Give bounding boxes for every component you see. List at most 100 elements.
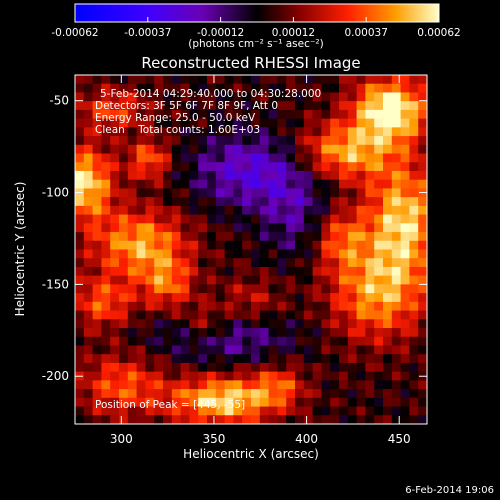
heatmap-cell: [171, 389, 182, 399]
heatmap-cell: [127, 319, 138, 329]
heatmap-cell: [189, 266, 199, 277]
heatmap-cell: [189, 83, 199, 94]
heatmap-cell: [154, 109, 164, 120]
heatmap-cell: [277, 293, 287, 303]
heatmap-cell: [391, 118, 402, 128]
heatmap-cell: [198, 214, 208, 224]
heatmap-cell: [233, 397, 243, 408]
heatmap-cell: [286, 266, 296, 277]
heatmap-cell: [339, 162, 349, 172]
heatmap-cell: [312, 380, 322, 390]
heatmap-cell: [224, 406, 234, 416]
heatmap-cell: [303, 336, 314, 347]
heatmap-cell: [207, 144, 217, 155]
heatmap-cell: [75, 240, 85, 251]
heatmap-cell: [224, 275, 234, 285]
heatmap-cell: [383, 153, 393, 163]
heatmap-cell: [145, 75, 155, 85]
heatmap-cell: [303, 197, 314, 207]
heatmap-cell: [189, 249, 199, 259]
heatmap-cell: [427, 136, 436, 145]
heatmap-cell: [312, 118, 322, 128]
heatmap-cell: [383, 336, 393, 347]
heatmap-cell: [119, 162, 129, 172]
heatmap-cell: [251, 415, 261, 424]
heatmap-cell: [154, 118, 164, 128]
heatmap-cell: [268, 162, 278, 172]
heatmap-cell: [321, 170, 331, 181]
heatmap-cell: [286, 354, 296, 364]
heatmap-cell: [321, 188, 331, 198]
heatmap-cell: [330, 284, 340, 294]
heatmap-cell: [356, 188, 366, 198]
heatmap-cell: [119, 319, 129, 329]
heatmap-cell: [215, 415, 226, 424]
heatmap-cell: [163, 424, 172, 433]
heatmap-cell: [295, 127, 305, 137]
heatmap-cell: [92, 275, 102, 285]
heatmap-cell: [198, 406, 208, 416]
heatmap-cell: [365, 406, 375, 416]
heatmap-cell: [163, 205, 173, 216]
heatmap-cell: [347, 328, 358, 338]
heatmap-cell: [347, 240, 358, 251]
heatmap-cell: [242, 345, 252, 355]
heatmap-cell: [251, 144, 261, 155]
heatmap-cell: [242, 336, 252, 347]
heatmap-cell: [127, 354, 138, 364]
heatmap-cell: [242, 310, 252, 320]
heatmap-cell: [180, 136, 190, 146]
heatmap-cell: [409, 75, 419, 85]
heatmap-cell: [163, 380, 173, 390]
heatmap-cell: [189, 223, 199, 233]
colorbar-tick-label: -0.00037: [124, 27, 171, 39]
heatmap-cell: [110, 301, 120, 312]
heatmap-cell: [374, 118, 384, 128]
heatmap-cell: [418, 336, 427, 347]
heatmap-cell: [259, 319, 270, 329]
heatmap-cell: [154, 397, 164, 408]
heatmap-cell: [286, 362, 296, 373]
heatmap-cell: [259, 188, 270, 198]
heatmap-cell: [303, 92, 314, 102]
heatmap-cell: [136, 83, 146, 94]
heatmap-cell: [198, 258, 208, 268]
plot-frame: [74, 74, 428, 425]
heatmap-cell: [189, 301, 199, 312]
heatmap-cell: [427, 145, 436, 154]
heatmap-cell: [163, 75, 173, 85]
heatmap-cell: [251, 109, 261, 120]
heatmap-cell: [365, 275, 375, 285]
heatmap-cell: [137, 424, 146, 433]
heatmap-cell: [365, 328, 375, 338]
heatmap-cell: [171, 205, 182, 216]
heatmap-cell: [330, 223, 340, 233]
heatmap-cell: [136, 197, 146, 207]
heatmap-cell: [83, 389, 94, 399]
heatmap-cell: [259, 232, 270, 242]
heatmap-cell: [110, 75, 120, 85]
heatmap-cell: [242, 232, 252, 242]
heatmap-cell: [145, 205, 155, 216]
heatmap-cell: [83, 397, 94, 408]
heatmap-cell: [268, 275, 278, 285]
heatmap-cell: [259, 336, 270, 347]
heatmap-cell: [391, 336, 402, 347]
heatmap-cell: [163, 197, 173, 207]
heatmap-cell: [268, 249, 278, 259]
heatmap-cell: [251, 266, 261, 277]
heatmap-cell: [286, 101, 296, 111]
heatmap-cell: [154, 162, 164, 172]
heatmap-cell: [136, 136, 146, 146]
heatmap-cell: [225, 424, 234, 433]
heatmap-cell: [207, 223, 217, 233]
heatmap-cell: [207, 275, 217, 285]
heatmap-cell: [427, 197, 436, 206]
heatmap-cell: [268, 92, 278, 102]
heatmap-cell: [215, 310, 226, 320]
heatmap-cell: [233, 249, 243, 259]
heatmap-cell: [119, 197, 129, 207]
heatmap-cell: [136, 214, 146, 224]
heatmap-cell: [233, 328, 243, 338]
heatmap-cell: [110, 153, 120, 163]
